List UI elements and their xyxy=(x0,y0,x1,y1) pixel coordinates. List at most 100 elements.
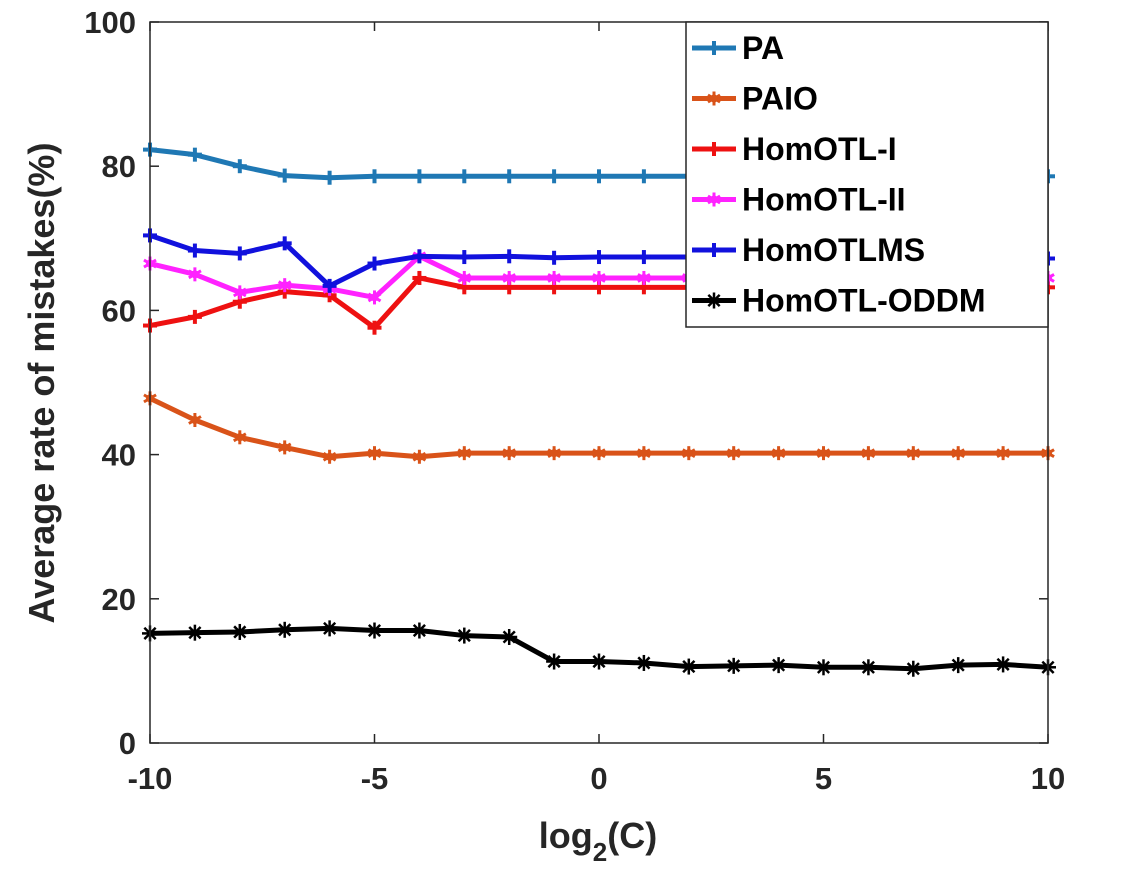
legend-label: PA xyxy=(742,30,784,66)
legend-swatch-marker xyxy=(707,142,721,156)
data-point xyxy=(815,659,832,676)
legend-item: PA xyxy=(692,30,784,66)
data-point xyxy=(456,627,473,644)
data-point xyxy=(592,446,606,461)
legend-swatch-marker xyxy=(707,243,721,257)
data-point xyxy=(905,660,922,677)
data-point xyxy=(412,270,427,285)
y-tick-label: 100 xyxy=(84,5,136,40)
data-point xyxy=(277,278,292,293)
data-point xyxy=(547,169,562,184)
data-point xyxy=(636,250,651,265)
x-tick-label: -10 xyxy=(128,761,173,796)
data-point xyxy=(232,430,247,445)
data-point xyxy=(457,270,472,285)
x-tick-label: 10 xyxy=(1031,761,1065,796)
data-point xyxy=(502,270,517,285)
data-point xyxy=(771,446,786,461)
legend-label: PAIO xyxy=(742,81,818,117)
data-point xyxy=(547,270,561,285)
data-point xyxy=(187,309,202,324)
data-point xyxy=(411,622,428,639)
y-tick-label: 20 xyxy=(102,582,136,617)
legend-label: HomOTL-II xyxy=(742,182,906,218)
data-point xyxy=(726,446,741,461)
x-axis-label-suffix: (C) xyxy=(607,815,657,856)
data-point xyxy=(322,449,337,464)
data-point xyxy=(770,657,787,674)
x-axis-label-subscript: 2 xyxy=(593,837,607,867)
x-tick-label: -5 xyxy=(361,761,389,796)
data-point xyxy=(321,620,338,637)
legend-swatch-marker xyxy=(707,41,721,55)
x-tick-label: 0 xyxy=(590,761,607,796)
data-point xyxy=(502,249,517,264)
data-point xyxy=(366,622,383,639)
data-point xyxy=(188,267,202,282)
data-point xyxy=(592,169,606,184)
data-point xyxy=(501,629,518,646)
data-point xyxy=(187,147,202,162)
data-point xyxy=(322,170,337,185)
legend-swatch-marker xyxy=(707,91,721,106)
y-tick-label: 0 xyxy=(119,726,136,761)
data-point xyxy=(502,446,517,461)
x-axis-label-base: log xyxy=(539,815,593,856)
legend-item: HomOTL-II xyxy=(692,182,906,218)
legend-item: HomOTLMS xyxy=(692,232,925,268)
data-point xyxy=(367,169,382,184)
data-point xyxy=(635,654,652,671)
data-point xyxy=(367,446,382,461)
legend-label: HomOTL-ODDM xyxy=(742,283,986,319)
data-point xyxy=(457,446,472,461)
y-axis-label: Average rate of mistakes(%) xyxy=(21,143,62,624)
data-point xyxy=(861,446,876,461)
data-point xyxy=(367,256,382,271)
data-point xyxy=(188,412,202,427)
data-point xyxy=(502,169,517,184)
data-point xyxy=(637,270,651,285)
data-point xyxy=(680,658,697,675)
data-point xyxy=(322,278,337,293)
x-axis-label: log2(C) xyxy=(539,815,657,867)
data-point xyxy=(412,249,427,264)
data-point xyxy=(996,446,1010,461)
data-point xyxy=(231,623,248,640)
y-tick-label: 60 xyxy=(102,293,136,328)
data-point xyxy=(277,440,292,455)
data-point xyxy=(636,169,651,184)
series-paio xyxy=(143,391,1055,464)
data-point xyxy=(860,659,877,676)
data-point xyxy=(546,653,563,670)
legend-item: HomOTL-I xyxy=(692,131,897,167)
legend-swatch-marker xyxy=(707,192,721,207)
x-tick-label: 5 xyxy=(815,761,832,796)
legend-label: HomOTL-I xyxy=(742,131,897,167)
data-point xyxy=(591,653,607,670)
data-point xyxy=(592,250,606,265)
data-point xyxy=(950,657,967,674)
data-point xyxy=(457,250,472,265)
data-point xyxy=(547,250,562,265)
data-point xyxy=(547,446,561,461)
data-point xyxy=(187,243,202,258)
data-point xyxy=(277,236,292,251)
series-homotl-oddm xyxy=(142,620,1056,677)
data-point xyxy=(995,656,1012,673)
data-point xyxy=(367,290,382,305)
data-point xyxy=(457,169,472,184)
data-point xyxy=(681,446,696,461)
y-tick-label: 40 xyxy=(102,438,136,473)
plot-frame xyxy=(149,21,1049,744)
data-point xyxy=(367,320,382,335)
data-point xyxy=(412,449,427,464)
data-point xyxy=(951,446,966,461)
data-point xyxy=(637,446,651,461)
data-point xyxy=(277,168,292,183)
data-point xyxy=(725,657,742,674)
legend-box xyxy=(685,21,1049,328)
legend-item: PAIO xyxy=(692,81,818,117)
legend: PA PAIO HomOTL-I HomOTL-II HomOTLMS HomOTL-OD… xyxy=(685,21,1049,328)
